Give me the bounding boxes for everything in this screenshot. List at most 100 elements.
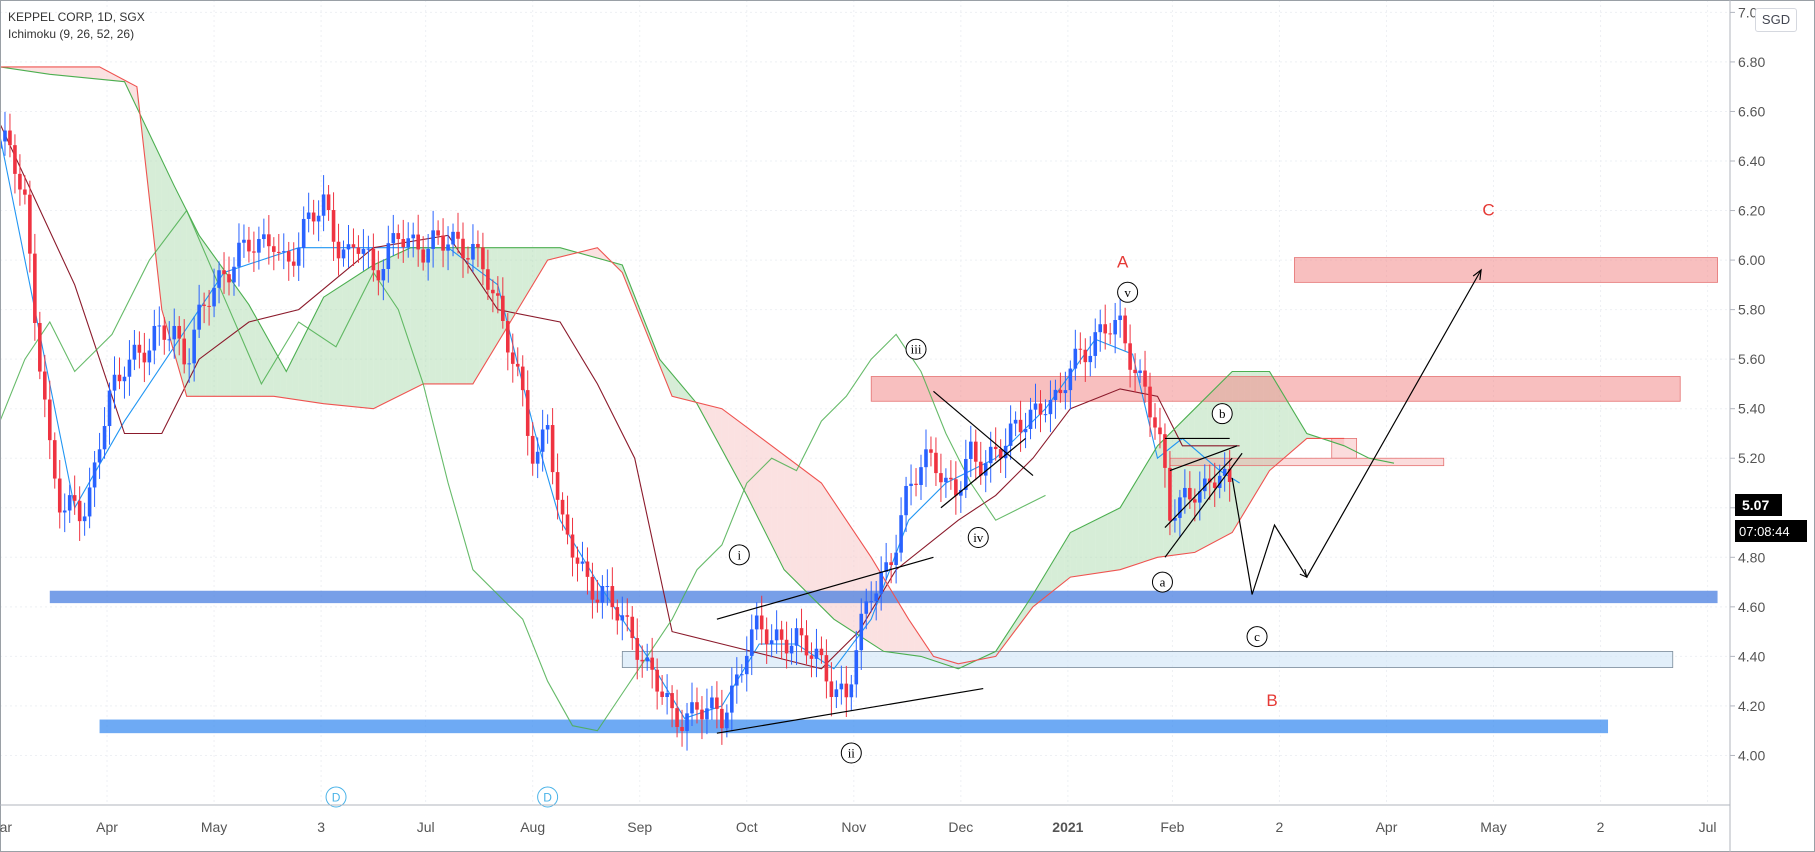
cloud-segment xyxy=(385,256,393,403)
cloud-segment xyxy=(479,247,486,374)
cloud-segment xyxy=(1008,622,1015,640)
candle-down xyxy=(481,247,485,270)
cloud-segment xyxy=(1120,497,1127,570)
candle-down xyxy=(476,243,480,248)
candle-up xyxy=(1043,414,1048,416)
candle-up xyxy=(1088,355,1093,363)
candle-up xyxy=(859,613,864,651)
candle-up xyxy=(102,426,107,450)
trendline xyxy=(940,437,1026,509)
candle-down xyxy=(351,244,356,248)
symbol-title[interactable]: KEPPEL CORP, 1D, SGX xyxy=(8,10,145,24)
candle-down xyxy=(267,234,271,247)
y-tick-label: 5.40 xyxy=(1738,401,1765,417)
candle-down xyxy=(43,371,47,400)
candle-down xyxy=(336,241,341,259)
candle-down xyxy=(177,325,182,339)
cloud-segment xyxy=(298,334,305,401)
candle-down xyxy=(929,449,933,453)
candle-down xyxy=(595,599,600,603)
candle-down xyxy=(486,269,490,290)
candle-up xyxy=(983,463,988,476)
candle-down xyxy=(207,305,211,307)
cloud-segment xyxy=(765,441,772,545)
wave-label-circle xyxy=(840,742,862,764)
candle-up xyxy=(197,304,201,330)
cloud-segment xyxy=(80,66,88,79)
cloud-segment xyxy=(62,66,69,77)
candle-down xyxy=(670,693,674,709)
candle-down xyxy=(575,557,580,564)
cloud-segment xyxy=(808,473,816,601)
candle-up xyxy=(97,449,102,463)
candle-up xyxy=(107,390,112,427)
cloud-segment xyxy=(1281,392,1289,460)
candle-down xyxy=(38,322,42,372)
candle-down xyxy=(501,295,505,322)
candle-down xyxy=(137,344,142,353)
cloud-segment xyxy=(1238,371,1245,523)
cloud-segment xyxy=(597,247,604,260)
candle-up xyxy=(754,615,759,630)
cloud-segment xyxy=(1064,532,1071,583)
candle-up xyxy=(346,244,351,250)
countdown-badge: 07:08:44 xyxy=(1739,524,1790,539)
candle-up xyxy=(605,586,610,588)
cloud-segment xyxy=(896,598,903,654)
cloud-segment xyxy=(1288,402,1295,455)
candle-up xyxy=(1183,487,1187,498)
candle-down xyxy=(371,248,376,271)
candle-down xyxy=(640,659,645,662)
cloud-segment xyxy=(68,66,75,77)
wave-label-a: a xyxy=(1160,575,1166,590)
cloud-segment xyxy=(1070,529,1077,578)
cloud-segment xyxy=(1057,542,1065,588)
cloud-segment xyxy=(1331,438,1338,444)
candle-up xyxy=(471,243,475,260)
candle-up xyxy=(1023,429,1028,433)
candle-down xyxy=(57,478,62,513)
candle-down xyxy=(18,173,22,190)
zone-blue xyxy=(49,590,1718,604)
candle-up xyxy=(964,458,968,490)
candle-up xyxy=(849,684,854,698)
candle-down xyxy=(720,708,724,729)
candle-down xyxy=(700,709,704,720)
cloud-segment xyxy=(616,263,623,273)
cloud-segment xyxy=(721,408,729,462)
trendline xyxy=(716,687,984,734)
currency-button[interactable]: SGD xyxy=(1755,8,1797,32)
wave-label-circle xyxy=(905,338,927,360)
candle-up xyxy=(281,251,286,253)
dividend-marker-label: D xyxy=(332,791,341,805)
y-tick-label: 4.00 xyxy=(1738,747,1765,763)
candle-up xyxy=(665,693,669,698)
y-tick-label: 4.80 xyxy=(1738,549,1765,565)
candle-down xyxy=(978,461,983,476)
candle-down xyxy=(1168,467,1172,521)
indicator-title[interactable]: Ichimoku (9, 26, 52, 26) xyxy=(8,27,135,41)
candle-down xyxy=(650,657,654,670)
cloud-segment xyxy=(740,422,747,496)
cloud-segment xyxy=(715,407,722,450)
x-tick-label: 3 xyxy=(317,819,325,835)
y-tick-label: 6.20 xyxy=(1738,203,1765,219)
candle-up xyxy=(730,685,734,713)
candle-up xyxy=(1118,315,1122,321)
candle-up xyxy=(879,571,883,594)
wave-label-ii: ii xyxy=(848,745,856,760)
candle-up xyxy=(147,350,152,363)
candle-down xyxy=(33,253,37,323)
cloud-segment xyxy=(1145,456,1152,562)
candle-up xyxy=(645,657,649,662)
cloud-segment xyxy=(130,83,137,108)
candle-up xyxy=(600,586,605,603)
cloud-segment xyxy=(472,247,480,384)
candle-down xyxy=(889,562,893,565)
candle-down xyxy=(496,293,500,296)
cloud-segment xyxy=(852,529,859,636)
cloud-segment xyxy=(485,247,492,364)
y-tick-label: 4.20 xyxy=(1738,698,1765,714)
